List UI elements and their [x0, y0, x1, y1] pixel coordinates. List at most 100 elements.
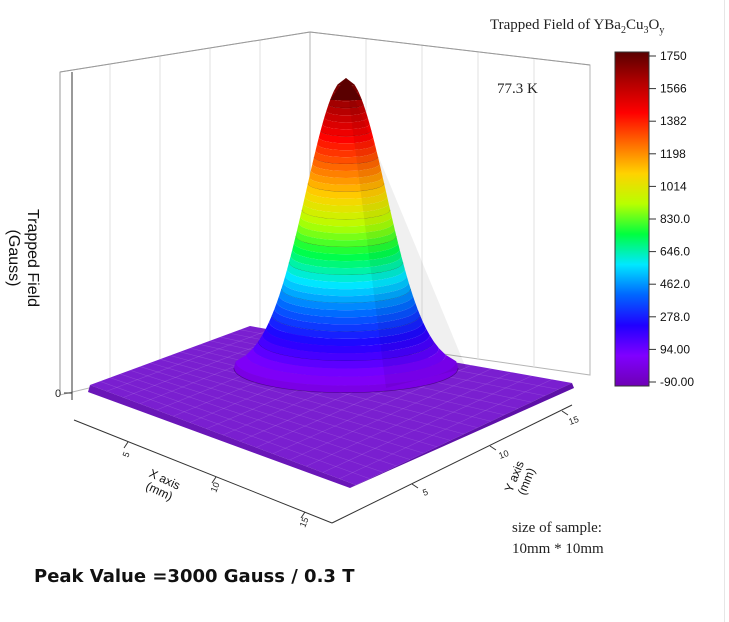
y-tick-mark [489, 445, 497, 451]
peak-band [287, 262, 405, 283]
peak-band [269, 315, 423, 339]
temperature-label: 77.3 K [497, 81, 538, 97]
z-axis-title: Trapped Field (Gauss) [5, 209, 41, 307]
peak-band [307, 176, 385, 192]
y-axis-line [331, 404, 573, 524]
y-ticks: 5 10 15 [421, 414, 580, 498]
x-ticks: 5 10 15 [121, 450, 311, 528]
peak-band [310, 163, 382, 178]
surface-grid-line [109, 377, 384, 473]
colorbar: 1750 1566 1382 1198 1014 830.0 646.0 462.0 278.0… [614, 49, 694, 389]
peak-band [298, 216, 394, 234]
surface-grid-line [149, 362, 438, 448]
peak-band [306, 183, 386, 199]
peak-contour [233, 367, 459, 394]
colorbar-ticks: 1750 1566 1382 1198 1014 830.0 646.0 462.0 278.0… [649, 49, 694, 389]
peak-band [301, 203, 391, 220]
surface-grid-line [339, 379, 553, 480]
axis-tick-marks [123, 410, 569, 519]
colorbar-tick-label: 1750 [660, 49, 687, 63]
peak-contour [307, 183, 385, 193]
title-cu: Cu [626, 17, 644, 33]
chart-title: Trapped Field of YBa2Cu3Oy [490, 17, 664, 36]
peak-band [246, 348, 446, 377]
surface-base-edge-right [350, 383, 574, 488]
peak-contour [271, 315, 421, 332]
peak-band [309, 170, 383, 185]
peak-band [283, 275, 409, 297]
y-tick-5: 5 [421, 487, 429, 498]
z-tick-0: 0 [55, 388, 61, 400]
wall-grid [109, 38, 535, 383]
y-tick-mark [561, 410, 569, 416]
peak-contour [288, 262, 404, 276]
x-axis-title: X axis (mm) [144, 466, 183, 503]
title-sub-y: y [659, 25, 664, 36]
z-axis-title-line1: Trapped Field [24, 209, 41, 307]
x-tick-15: 15 [298, 516, 311, 529]
surface-grid-line [106, 329, 271, 392]
surface-grid-line [306, 372, 512, 467]
colorbar-fill [614, 51, 650, 387]
box-top-edges [59, 31, 591, 73]
colorbar-tick-label: 462.0 [660, 277, 690, 291]
y-tick-mark [411, 483, 419, 489]
peak-band [235, 354, 457, 386]
peak-contour [301, 209, 391, 220]
surface-grid-line [129, 369, 411, 460]
x-tick-5: 5 [121, 450, 132, 458]
surface-grid-line [289, 368, 492, 461]
surface-grid-line [322, 375, 532, 473]
peak-contour [257, 341, 435, 362]
colorbar-tick-label: 1014 [660, 179, 687, 193]
peak-band [304, 190, 388, 206]
peak-band [281, 282, 411, 304]
peak-contour [320, 130, 372, 137]
peak-band [328, 97, 364, 109]
x-axis-line [73, 419, 333, 524]
x-tick-10: 10 [209, 481, 222, 494]
peak-band [324, 110, 368, 123]
surface-grid-line [119, 373, 397, 467]
peak-band [295, 229, 397, 248]
sample-note-line2: 10mm * 10mm [512, 541, 604, 557]
colorbar-tick-label: 94.00 [660, 342, 690, 356]
peak-band [274, 302, 418, 325]
peak-band [292, 242, 400, 262]
title-sub-2: 2 [621, 25, 626, 36]
peak-band [315, 143, 377, 158]
peak-band [233, 361, 459, 393]
surface-base-edge-front [88, 385, 356, 488]
surface-grid-line [99, 381, 370, 479]
peak-band [288, 255, 404, 276]
peak-band [271, 308, 421, 332]
peak-band [317, 137, 375, 151]
colorbar-tick-label: 278.0 [660, 310, 690, 324]
peak-band [285, 269, 407, 290]
surface-grid-line [139, 366, 424, 454]
axes: 0 5 10 15 5 10 15 [55, 72, 580, 529]
peak-band [276, 295, 416, 318]
peak-band [265, 321, 427, 347]
peak-contour [313, 156, 379, 165]
peak-band [322, 117, 370, 130]
colorbar-tick-label: 1382 [660, 114, 687, 128]
peak-band [253, 341, 439, 369]
colorbar-tick-label: -90.00 [660, 375, 694, 389]
surface-chart: 0 5 10 15 5 10 15 Trapped Field (Gauss) … [5, 17, 694, 557]
surface-group [88, 78, 574, 488]
y-tick-10: 10 [497, 448, 510, 461]
title-prefix: Trapped Field of YBa [490, 17, 621, 33]
peak-value-caption: Peak Value =3000 Gauss / 0.3 T [34, 566, 355, 587]
page-edge-rule [724, 0, 725, 622]
peak-band [279, 288, 413, 311]
peak-shading [346, 78, 466, 388]
peak-contour [295, 236, 397, 248]
peak-band [318, 130, 374, 144]
title-o: O [648, 17, 659, 33]
peak-band [312, 157, 380, 172]
title-sub-3: 3 [643, 25, 648, 36]
colorbar-tick-label: 646.0 [660, 245, 690, 259]
peak-band [303, 196, 389, 213]
